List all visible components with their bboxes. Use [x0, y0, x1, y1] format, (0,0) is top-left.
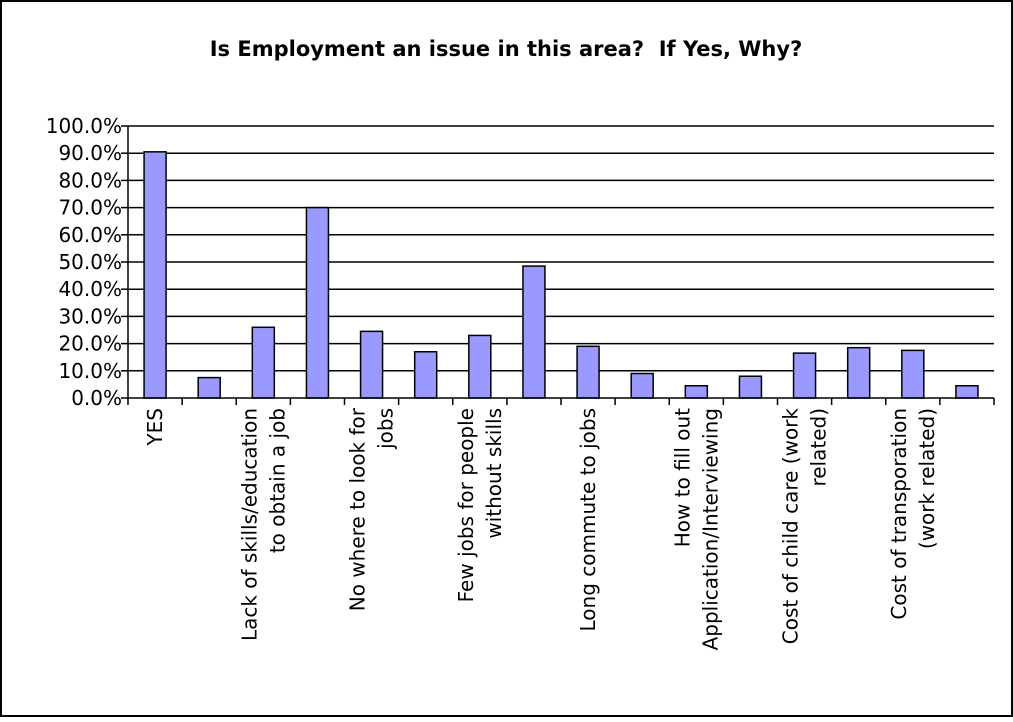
- x-category-label: How to fill out Application/Interviewing: [670, 408, 722, 651]
- y-tick-label: 30.0%: [58, 304, 122, 328]
- y-tick-label: 0.0%: [71, 386, 122, 410]
- bar: [955, 385, 979, 399]
- bar: [468, 334, 492, 399]
- x-category-label: Lack of skills/education to obtain a job: [237, 408, 289, 641]
- bar: [359, 330, 384, 399]
- x-category-label-line: related): [807, 408, 831, 487]
- y-tick-label: 70.0%: [58, 196, 122, 220]
- x-category-label-line: Few jobs for people: [454, 408, 478, 602]
- x-category-label-line: Cost of transporation: [887, 408, 911, 620]
- y-tick-label: 60.0%: [58, 223, 122, 247]
- x-category-label-line: Cost of child care (work: [779, 408, 803, 645]
- x-category-label: Long commute to jobs: [576, 408, 600, 631]
- bar: [792, 352, 817, 399]
- x-category-label-line: Lack of skills/education: [237, 408, 261, 641]
- y-tick-labels: 0.0% 10.0% 20.0% 30.0% 40.0% 50.0% 60.0% 70.0% 8…: [46, 114, 122, 410]
- y-tick-label: 80.0%: [58, 168, 122, 192]
- x-category-label-line: without skills: [482, 408, 506, 539]
- y-tick-label: 10.0%: [58, 359, 122, 383]
- x-category-label: Cost of child care (work related): [779, 408, 831, 645]
- bar: [901, 349, 925, 399]
- bar: [305, 206, 330, 399]
- chart-title: Is Employment an issue in this area? If …: [210, 37, 803, 61]
- x-category-label-line: Application/Interviewing: [698, 408, 722, 650]
- bar: [197, 376, 221, 399]
- y-tick-label: 40.0%: [58, 277, 122, 301]
- axes: [121, 125, 995, 405]
- bar: [738, 375, 763, 399]
- x-category-label: Cost of transporation (work related): [887, 408, 939, 620]
- bar: [251, 326, 276, 399]
- bar: [684, 385, 709, 399]
- y-tick-label: 100.0%: [46, 114, 122, 138]
- x-category-labels: YES Lack of skills/education to obtain a j…: [143, 407, 939, 650]
- bar: [522, 265, 546, 399]
- bar: [576, 345, 600, 399]
- x-category-label-line: to obtain a job: [265, 408, 289, 553]
- bar: [143, 151, 167, 399]
- y-tick-label: 90.0%: [58, 141, 122, 165]
- x-category-label-line: jobs: [374, 408, 398, 450]
- x-category-label-line: No where to look for: [346, 407, 370, 611]
- y-tick-label: 20.0%: [58, 332, 122, 356]
- bars: [143, 151, 979, 399]
- x-category-label-line: How to fill out: [670, 408, 694, 547]
- x-category-label-line: (work related): [915, 408, 939, 549]
- x-category-label: YES: [143, 408, 167, 447]
- bar: [630, 372, 654, 399]
- x-category-label: No where to look for jobs: [346, 407, 398, 611]
- bar: [846, 346, 871, 399]
- x-category-label-line: YES: [143, 408, 167, 447]
- y-tick-label: 50.0%: [58, 250, 122, 274]
- x-category-label-line: Long commute to jobs: [576, 408, 600, 631]
- x-category-label: Few jobs for people without skills: [454, 408, 506, 602]
- bar: [413, 351, 438, 399]
